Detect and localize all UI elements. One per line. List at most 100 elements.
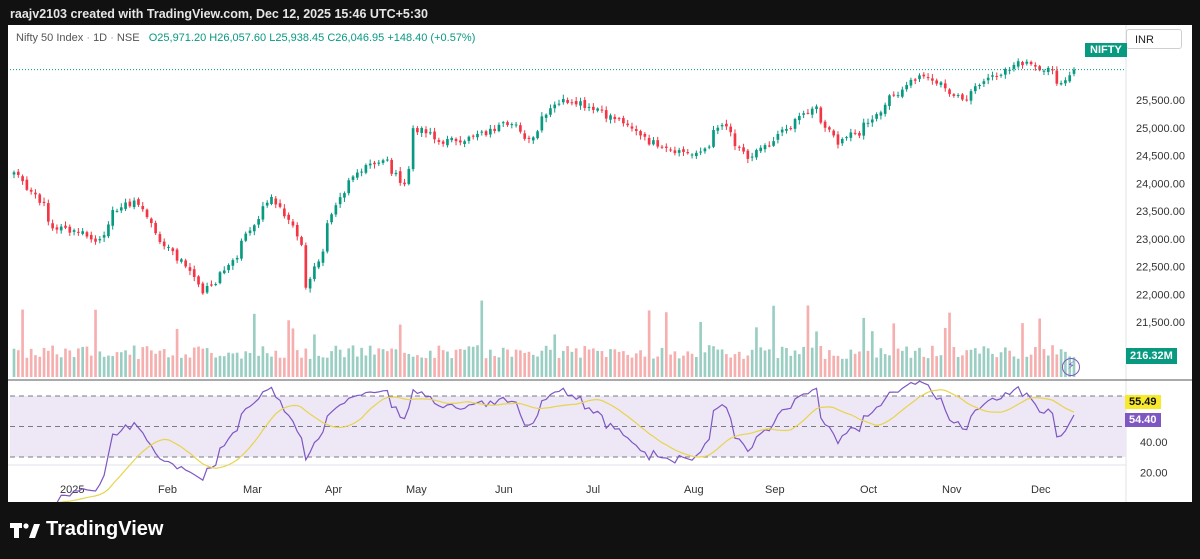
volume-bar — [922, 356, 926, 377]
candle-body — [737, 146, 741, 148]
candle-body — [579, 101, 582, 106]
price-tick-label: 24,000.00 — [1136, 178, 1185, 190]
volume-bar — [832, 355, 836, 377]
currency-selector[interactable]: INR — [1126, 29, 1182, 49]
volume-bar — [107, 355, 110, 377]
volume-bar — [862, 317, 866, 377]
created-by-text: raajv2103 created with TradingView.com, … — [10, 7, 428, 21]
candle-body — [570, 102, 574, 104]
volume-value-tag: 216.32M — [1126, 348, 1177, 364]
candle-body — [531, 137, 535, 141]
volume-bar — [596, 350, 599, 377]
candle-body — [29, 189, 33, 192]
volume-bar — [725, 354, 728, 377]
volume-bar — [257, 355, 260, 377]
volume-bar — [231, 353, 235, 377]
volume-bar — [1034, 347, 1037, 377]
volume-bar — [334, 345, 338, 377]
candle-body — [819, 107, 823, 123]
volume-bar — [536, 356, 539, 377]
candle-body — [132, 200, 136, 208]
volume-bar — [639, 350, 642, 377]
tradingview-logo[interactable]: TradingView — [10, 518, 163, 541]
candle-body — [767, 145, 771, 147]
candle-body — [295, 225, 299, 237]
volume-bar — [407, 353, 411, 377]
volume-bar — [875, 357, 878, 377]
volume-bar — [763, 350, 767, 377]
volume-bar — [351, 345, 355, 377]
volume-bar — [55, 354, 59, 377]
legend-interval[interactable]: 1D — [93, 32, 108, 44]
candle-body — [403, 182, 406, 185]
lightning-icon[interactable]: ⚡ — [1062, 358, 1080, 376]
volume-bar — [1016, 358, 1020, 377]
volume-bar — [368, 345, 372, 377]
candle-body — [304, 245, 308, 288]
volume-bar — [386, 351, 389, 377]
candle-body — [557, 103, 561, 105]
candle-body — [669, 149, 672, 151]
candle-body — [38, 194, 42, 203]
candle-body — [171, 248, 175, 252]
volume-bar — [180, 357, 183, 377]
volume-bar — [501, 347, 505, 377]
volume-bar — [102, 356, 106, 377]
volume-bar — [291, 328, 295, 377]
volume-bar — [68, 350, 72, 377]
candle-body — [240, 240, 243, 259]
candle-body — [330, 214, 333, 223]
volume-bar — [896, 348, 900, 377]
volume-bar — [295, 350, 299, 377]
candle-body — [167, 246, 170, 248]
candle-body — [926, 77, 930, 79]
candle-body — [458, 140, 462, 143]
volume-bar — [531, 354, 535, 377]
volume-bar — [154, 353, 157, 377]
volume-bar — [278, 357, 282, 377]
volume-bar — [420, 357, 424, 377]
volume-bar — [25, 357, 29, 377]
candle-body — [437, 140, 441, 142]
candle-body — [682, 149, 685, 152]
candle-body — [725, 123, 728, 127]
volume-bar — [905, 346, 908, 377]
legend-symbol[interactable]: Nifty 50 Index — [16, 32, 84, 44]
volume-bar — [729, 357, 733, 377]
volume-bar — [188, 357, 192, 377]
time-tick-label: Jul — [586, 484, 600, 496]
candle-body — [643, 133, 647, 137]
volume-bar — [1038, 318, 1041, 377]
volume-bar — [347, 348, 351, 377]
volume-bar — [609, 349, 612, 377]
volume-bar — [321, 357, 325, 377]
candle-body — [1068, 75, 1072, 82]
legend-low: L25,938.45 — [269, 32, 325, 44]
candle-body — [416, 128, 419, 133]
candle-body — [583, 100, 587, 108]
candle-body — [351, 176, 355, 180]
volume-bar — [883, 354, 887, 377]
price-chart[interactable]: 25,500.00 25,000.00 24,500.00 24,000.00 23,5… — [8, 25, 1192, 502]
candle-body — [201, 283, 205, 294]
volume-bar — [218, 355, 222, 377]
volume-bar — [446, 351, 449, 377]
chart-frame[interactable]: 25,500.00 25,000.00 24,500.00 24,000.00 23,5… — [8, 25, 1192, 502]
volume-bar — [265, 353, 269, 377]
volume-bar — [918, 347, 921, 377]
volume-bar — [789, 355, 793, 377]
volume-bar — [411, 356, 415, 377]
candle-body — [433, 131, 436, 140]
volume-bar — [656, 356, 660, 377]
candle-body — [154, 222, 157, 234]
volume-bar — [287, 320, 290, 377]
volume-bar — [853, 353, 857, 377]
volume-bar — [132, 345, 136, 377]
candle-body — [197, 276, 200, 285]
volume-bar — [815, 331, 818, 377]
candle-body — [98, 239, 102, 241]
candle-body — [81, 231, 84, 234]
volume-bar — [982, 346, 986, 377]
candle-body — [1029, 61, 1033, 65]
price-tick-label: 22,500.00 — [1136, 262, 1185, 274]
